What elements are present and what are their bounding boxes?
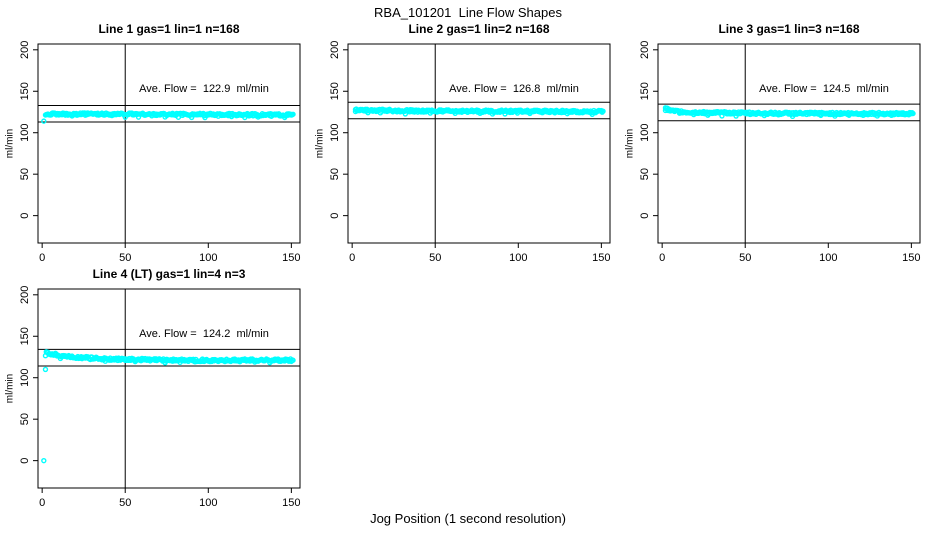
panel-line-4: Line 4 (LT) gas=1 lin=4 n=3 0 50 100 150 200… — [5, 267, 301, 509]
y-tick-label: 100 — [19, 369, 31, 387]
x-tick-label: 0 — [659, 252, 665, 264]
y-tick-label: 50 — [19, 413, 31, 425]
x-tick-label: 0 — [39, 252, 45, 264]
y-tick-label: 50 — [639, 168, 651, 180]
x-tick-label: 0 — [39, 497, 45, 509]
plot-canvas-line-4: 0 50 100 150 200 0 50 100 150 ml/min — [5, 286, 301, 509]
plot-box — [37, 43, 301, 244]
ave-flow-annotation-line-3: Ave. Flow = 124.5 ml/min — [759, 83, 889, 95]
panel-line-3: Line 3 gas=1 lin=3 n=168 0 50 100 150 200 0 50… — [625, 22, 921, 264]
ave-flow-annotation-line-4: Ave. Flow = 124.2 ml/min — [139, 328, 269, 340]
data-point-outlier — [352, 106, 359, 113]
data-point-outlier — [41, 457, 47, 464]
x-tick-label: 100 — [199, 252, 217, 264]
x-tick-label: 100 — [199, 497, 217, 509]
y-tick-label: 50 — [19, 168, 31, 180]
panel-title-line-1: Line 1 gas=1 lin=1 n=168 — [98, 22, 240, 36]
y-tick-label: 200 — [329, 41, 341, 59]
x-tick-label: 50 — [429, 252, 441, 264]
panel-line-2: Line 2 gas=1 lin=2 n=168 0 50 100 150 200 0 50… — [315, 22, 611, 264]
y-tick-label: 0 — [329, 213, 341, 219]
x-axis-label: Jog Position (1 second resolution) — [370, 511, 566, 526]
y-axis-label: ml/min — [5, 129, 16, 158]
data-point-outlier — [41, 118, 47, 124]
x-tick-label: 50 — [119, 497, 131, 509]
x-tick-label: 150 — [282, 252, 300, 264]
plot-canvas-line-3: 0 50 100 150 200 0 50 100 150 ml/min — [625, 41, 921, 264]
plot-box — [347, 43, 611, 244]
data-point — [600, 108, 606, 114]
plot-canvas-line-1: 0 50 100 150 200 0 50 100 150 ml/min — [5, 41, 301, 264]
y-tick-label: 100 — [329, 124, 341, 142]
x-tick-label: 150 — [902, 252, 920, 264]
x-tick-label: 150 — [282, 497, 300, 509]
data-point-outlier — [662, 105, 669, 111]
y-tick-label: 150 — [329, 82, 341, 100]
y-tick-label: 150 — [19, 82, 31, 100]
data-point — [910, 110, 916, 117]
y-tick-label: 100 — [639, 124, 651, 142]
x-tick-label: 100 — [509, 252, 527, 264]
data-point — [290, 357, 296, 363]
panel-line-1: Line 1 gas=1 lin=1 n=168 0 50 100 150 200 0 50… — [5, 22, 301, 264]
y-tick-label: 150 — [639, 82, 651, 100]
y-axis-label: ml/min — [625, 129, 636, 158]
y-axis-label: ml/min — [5, 374, 16, 403]
y-tick-label: 200 — [19, 286, 31, 304]
y-tick-label: 200 — [639, 41, 651, 59]
y-tick-label: 100 — [19, 124, 31, 142]
y-tick-label: 150 — [19, 327, 31, 345]
data-point-outlier — [42, 366, 49, 373]
plot-canvas-line-2: 0 50 100 150 200 0 50 100 150 ml/min — [315, 41, 611, 264]
y-tick-label: 0 — [19, 213, 31, 219]
ave-flow-annotation-line-1: Ave. Flow = 122.9 ml/min — [139, 83, 269, 95]
y-tick-label: 0 — [19, 458, 31, 464]
y-tick-label: 200 — [19, 41, 31, 59]
ave-flow-annotation-line-2: Ave. Flow = 126.8 ml/min — [449, 83, 579, 95]
plot-box — [657, 43, 921, 244]
panel-title-line-2: Line 2 gas=1 lin=2 n=168 — [408, 22, 550, 36]
y-tick-label: 0 — [639, 213, 651, 219]
figure-title: RBA_101201 Line Flow Shapes — [374, 5, 562, 20]
panel-title-line-4: Line 4 (LT) gas=1 lin=4 n=3 — [92, 267, 246, 281]
data-point — [290, 111, 296, 117]
x-tick-label: 150 — [592, 252, 610, 264]
plot-box — [37, 288, 301, 489]
y-axis-label: ml/min — [315, 129, 326, 158]
x-tick-label: 50 — [739, 252, 751, 264]
panel-title-line-3: Line 3 gas=1 lin=3 n=168 — [718, 22, 860, 36]
x-tick-label: 0 — [349, 252, 355, 264]
y-tick-label: 50 — [329, 168, 341, 180]
x-tick-label: 100 — [819, 252, 837, 264]
x-tick-label: 50 — [119, 252, 131, 264]
